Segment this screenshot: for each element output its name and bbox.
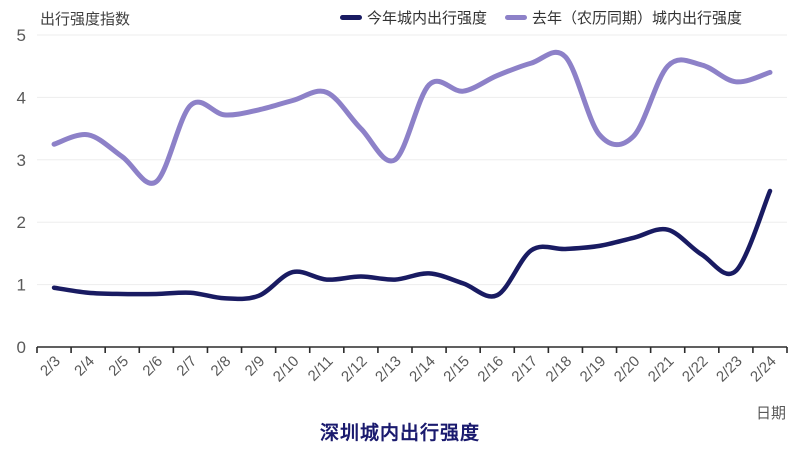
x-tick-label: 2/17 [508, 353, 541, 386]
x-tick-label: 2/5 [105, 353, 132, 380]
x-tick-label: 2/11 [305, 353, 337, 385]
x-tick-label: 2/23 [713, 353, 746, 386]
legend-swatch-this-year [340, 15, 362, 20]
x-tick-label: 2/4 [71, 353, 98, 380]
series-line-last-year [51, 49, 773, 186]
x-tick-label: 2/3 [37, 353, 64, 380]
x-tick-label: 2/12 [338, 353, 371, 386]
y-tick-label: 0 [17, 338, 26, 357]
legend: 今年城内出行强度 去年（农历同期）城内出行强度 [340, 7, 742, 28]
y-tick-label: 3 [17, 151, 26, 170]
x-tick-label: 2/24 [747, 353, 780, 386]
x-tick-label: 2/7 [173, 353, 200, 380]
x-tick-label: 2/18 [543, 353, 576, 386]
x-tick-label: 2/9 [242, 353, 269, 380]
y-tick-label: 5 [17, 26, 26, 45]
chart-title: 深圳城内出行强度 [319, 423, 480, 444]
x-tick-label: 2/15 [440, 353, 473, 386]
x-tick-label: 2/14 [406, 353, 439, 386]
x-tick-label: 2/16 [474, 353, 507, 386]
x-tick-label: 2/6 [139, 353, 166, 380]
x-tick-label: 2/20 [611, 353, 644, 386]
series-line-this-year [51, 188, 773, 302]
legend-swatch-last-year [505, 15, 528, 20]
x-tick-label: 2/13 [372, 353, 405, 386]
x-tick-label: 2/8 [208, 353, 235, 380]
y-tick-label: 4 [17, 88, 26, 107]
legend-label-last-year: 去年（农历同期）城内出行强度 [532, 10, 743, 27]
legend-label-this-year: 今年城内出行强度 [367, 10, 488, 27]
legend-item-last-year[interactable]: 去年（农历同期）城内出行强度 [505, 7, 742, 28]
x-axis-title: 日期 [755, 405, 786, 422]
y-tick-label: 2 [17, 213, 26, 232]
x-tick-label: 2/21 [645, 353, 678, 386]
y-axis-title: 出行强度指数 [40, 11, 131, 28]
legend-item-this-year[interactable]: 今年城内出行强度 [340, 7, 487, 28]
x-tick-label: 2/10 [270, 353, 303, 386]
y-tick-label: 1 [17, 276, 26, 295]
x-tick-label: 2/19 [577, 353, 610, 386]
x-tick-label: 2/22 [679, 353, 712, 386]
